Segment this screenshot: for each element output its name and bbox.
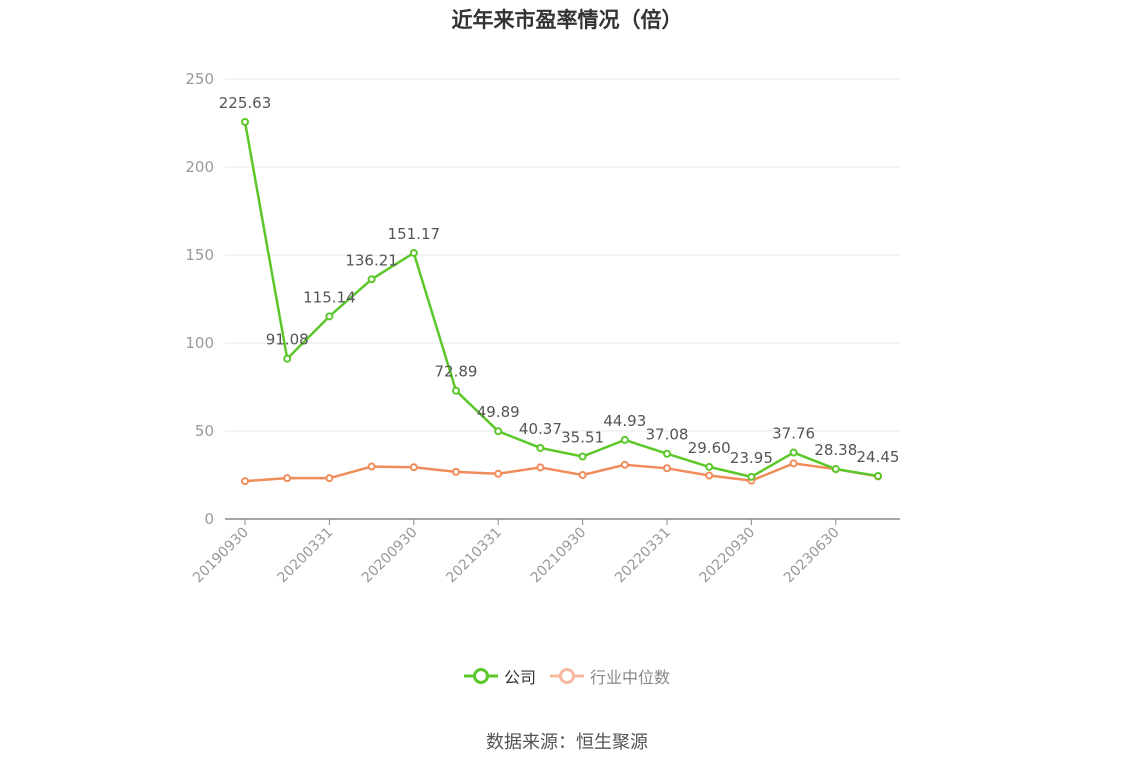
point-industry-20190930 (241, 477, 249, 486)
y-tick-label-200: 200 (185, 158, 214, 176)
point-company-20200630 (367, 275, 376, 284)
y-tick-label-150: 150 (185, 246, 214, 264)
x-tick-label-20220930: 20220930 (697, 525, 759, 587)
series-layer (241, 117, 882, 486)
y-tick-label-100: 100 (185, 334, 214, 352)
point-company-20201231 (452, 386, 460, 395)
chart-title: 近年来市盈率情况（倍） (451, 8, 683, 32)
axis-layer: 0 50 100 150 200 250 20190930 20200331 20200930 2… (185, 70, 900, 586)
data-label-company-20191231: 91.08 (266, 331, 309, 349)
data-label-company-20200331: 115.14 (303, 288, 356, 306)
point-industry-20210930 (578, 471, 587, 479)
data-label-company-20230930: 24.45 (857, 448, 900, 466)
y-tick-label-50: 50 (195, 422, 214, 440)
x-tick-label-20210331: 20210331 (443, 525, 505, 587)
point-industry-20200630 (367, 462, 376, 471)
x-tick-label-20200930: 20200930 (359, 525, 421, 587)
data-label-company-20210930: 35.51 (561, 429, 604, 447)
point-industry-20221231 (789, 459, 798, 468)
legend-company-line-icon (464, 668, 498, 684)
data-label-company-20230630: 28.38 (814, 441, 857, 459)
x-tick-label-20220331: 20220331 (612, 525, 674, 587)
legend-item-company[interactable]: 公司 (464, 662, 536, 690)
point-company-20190930 (241, 117, 249, 126)
x-tick-label-20200331: 20200331 (275, 525, 337, 587)
point-company-20230930 (874, 471, 882, 480)
legend-industry-line-icon (550, 668, 584, 684)
grid-layer (225, 78, 900, 432)
legend-item-industry[interactable]: 行业中位数 (550, 662, 670, 690)
x-tick-label-20230630: 20230630 (781, 525, 843, 587)
data-label-company-20220630: 29.60 (688, 439, 731, 457)
data-label-layer: 225.6391.08115.14136.21151.1772.8949.894… (219, 94, 900, 467)
data-label-company-20200930: 151.17 (388, 225, 441, 243)
point-company-20210331 (494, 427, 503, 436)
y-tick-label-250: 250 (185, 70, 214, 88)
point-company-20221231 (789, 448, 798, 457)
point-industry-20200930 (409, 463, 418, 472)
x-tick-label-20210930: 20210930 (528, 525, 590, 587)
data-label-company-20211231: 44.93 (603, 412, 646, 430)
data-label-company-20210331: 49.89 (477, 403, 520, 421)
point-industry-20200331 (325, 474, 334, 483)
point-company-20210930 (578, 452, 587, 461)
point-industry-20210331 (494, 469, 503, 478)
point-industry-20220331 (663, 464, 671, 473)
data-label-company-20200630: 136.21 (345, 251, 398, 269)
series-line-company (243, 121, 879, 479)
point-company-20220630 (705, 462, 714, 471)
point-industry-20220630 (705, 471, 714, 480)
series-line-industry (244, 462, 879, 483)
data-label-company-20190930: 225.63 (219, 94, 272, 112)
data-label-company-20220331: 37.08 (646, 426, 689, 444)
data-label-company-20201231: 72.89 (435, 363, 478, 381)
point-industry-20210630 (536, 463, 545, 472)
point-company-20220331 (663, 449, 671, 458)
legend-label-company: 公司 (504, 668, 537, 687)
point-industry-20211231 (620, 460, 629, 469)
y-tick-label-0: 0 (204, 510, 214, 528)
source-note: 数据来源：恒生聚源 (486, 732, 648, 753)
legend-label-industry: 行业中位数 (590, 668, 671, 687)
point-company-20211231 (620, 435, 629, 444)
x-tick-label-20190930: 20190930 (190, 525, 252, 587)
point-company-20230630 (831, 465, 840, 474)
data-label-company-20221231: 37.76 (772, 425, 815, 443)
point-company-20200331 (325, 312, 334, 321)
data-label-company-20220930: 23.95 (730, 449, 773, 467)
point-company-20200930 (409, 248, 418, 257)
point-company-20191231 (283, 354, 292, 363)
data-label-company-20210630: 40.37 (519, 420, 562, 438)
point-company-20210630 (536, 443, 545, 452)
point-company-20220930 (747, 472, 756, 481)
point-industry-20191231 (283, 474, 292, 483)
point-industry-20201231 (452, 467, 460, 476)
